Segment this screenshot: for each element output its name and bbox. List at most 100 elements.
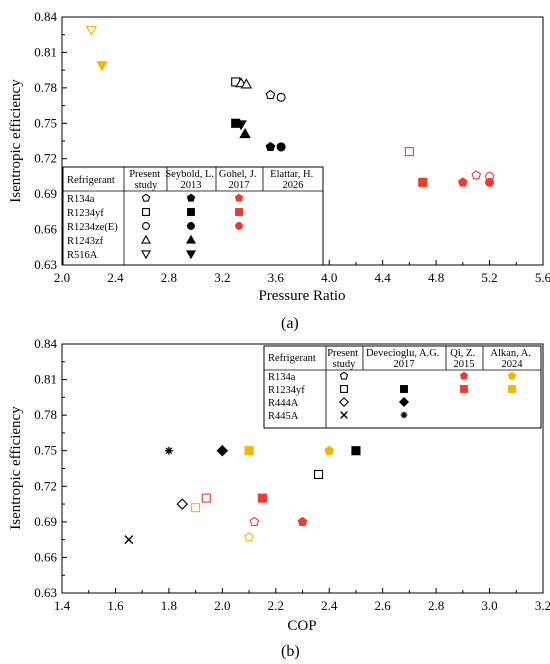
chart-a-point-circle [276, 142, 286, 152]
chart-b-legend-header-1-line-0: Present [327, 348, 358, 359]
chart-a-legend-marker-triangle-up [185, 234, 197, 244]
chart-a-ticks: 2.0 2.4 2.8 3.2 3.6 4.0 4.4 4.8 5.2 5.6 0.63 0.66 0.… [34, 9, 550, 285]
chart-b-legend-header-3-line-1: 2015 [454, 359, 475, 370]
chart-b-x-tick-label: 1.4 [54, 598, 71, 613]
chart-a-legend-marker-triangle-down [185, 250, 197, 260]
chart-a-y-tick-label: 0.63 [34, 257, 57, 272]
chart-b-x-tick-label: 2.6 [375, 598, 392, 613]
chart-b-x-tick-label: 1.6 [107, 598, 124, 613]
chart-b-points [124, 444, 361, 545]
chart-b-legend-header-3: Qi, Z. 2015 [450, 348, 477, 370]
chart-b-x-tick-label: 2.8 [428, 598, 444, 613]
chart-b-x-tick-label: 2.2 [268, 598, 284, 613]
chart-a-x-tick-label: 4.4 [375, 270, 392, 285]
chart-a-point-circle [276, 92, 286, 102]
chart-b-legend-header-4-line-1: 2024 [502, 359, 524, 370]
chart-b-legend-marker-pentagon [339, 371, 349, 380]
chart-a-legend-header-4-line-0: Elattar, H. [270, 169, 313, 180]
chart-b-legend-marker-asterisk [400, 411, 408, 419]
chart-b-legend-marker-diamond [398, 396, 410, 408]
chart-a-legend-header-4: Elattar, H. 2026 [270, 169, 316, 191]
chart-b-y-title: Isentropic efficiency [8, 406, 24, 530]
chart-a-x-tick-label: 2.8 [161, 270, 177, 285]
chart-a-legend-row-label: R516A [67, 250, 98, 261]
chart-b-y-tick-label: 0.72 [34, 478, 57, 493]
chart-a-y-tick-label: 0.72 [34, 151, 57, 166]
chart-b-legend-marker-square [460, 385, 468, 393]
chart-a-legend-marker-triangle-down [140, 250, 152, 260]
chart-a-point-pentagon [265, 141, 276, 152]
chart-b-legend: Refrigerant Present study Devecioglu, A.… [263, 345, 542, 429]
chart-b-legend-marker-diamond [338, 396, 350, 408]
chart-a-legend-row-label: R1234yf [67, 208, 104, 219]
chart-a-legend-header-1: Present study [129, 169, 163, 191]
chart-a-legend-header-2-line-0: Seybold, L. [165, 169, 214, 180]
chart-a-points [85, 25, 495, 257]
chart-a-point-circle [485, 177, 495, 187]
chart-b-y-tick-label: 0.84 [34, 336, 57, 351]
chart-a-legend-header-4-line-1: 2026 [283, 180, 304, 191]
chart-a-legend-header-2-line-1: 2013 [181, 180, 202, 191]
chart-a-y-tick-label: 0.66 [34, 222, 57, 237]
chart-b-point-pentagon [249, 516, 260, 526]
chart-b-point-square [351, 446, 361, 456]
chart-b-x-title: COP [287, 618, 316, 634]
chart-a-legend-marker-square [187, 208, 195, 216]
chart-b-point-square [201, 493, 211, 503]
chart-b-x-tick-label: 1.8 [161, 598, 177, 613]
chart-a-legend-markers [140, 193, 244, 260]
chart-b-legend-header-2-line-0: Devecioglu, A.G. [366, 348, 440, 359]
chart-a-x-tick-label: 3.6 [268, 270, 285, 285]
chart-a-x-tick-label: 4.0 [321, 270, 337, 285]
chart-b-legend-row-label: R1234yf [268, 385, 305, 396]
chart-a-legend-header-0: Refrigerant [67, 175, 115, 186]
chart-a-legend-row-label: R1243zf [67, 236, 104, 247]
chart-a-panel-label: (a) [281, 315, 299, 332]
chart-a-legend-row-label: R134a [67, 194, 95, 205]
chart-b-y-tick-label: 0.66 [34, 549, 57, 564]
chart-a-legend-marker-circle [142, 222, 150, 230]
chart-b-legend-marker-square [400, 385, 408, 393]
chart-b-legend-header-1: Present study [327, 348, 361, 370]
chart-a-point-triangle-down [235, 120, 247, 131]
chart-b: 1.4 1.6 1.8 2.0 2.2 2.4 2.6 2.8 3.0 3.2 0.63 0.66 0.… [8, 336, 550, 660]
chart-b-x-tick-label: 2.4 [321, 598, 338, 613]
chart-b-point-square [244, 446, 254, 456]
chart-a-legend-header-3-line-1: 2017 [229, 180, 250, 191]
chart-b-point-pentagon [324, 445, 335, 455]
chart-b-legend-header-1-line-1: study [333, 359, 357, 370]
chart-b-legend-header-3-line-0: Qi, Z. [450, 348, 475, 359]
chart-a-x-tick-label: 3.2 [214, 270, 230, 285]
chart-a-legend-header-1-line-1: study [135, 180, 159, 191]
chart-a-point-pentagon [265, 89, 276, 100]
chart-b-y-tick-label: 0.63 [34, 585, 57, 600]
chart-b-legend-header-0-line: Refrigerant [268, 353, 316, 364]
chart-b-x-tick-label: 2.0 [214, 598, 230, 613]
chart-b-legend-marker-pentagon [507, 371, 517, 380]
chart-a-legend-box [62, 166, 324, 266]
chart-b-panel-label: (b) [281, 643, 300, 660]
chart-a: 2.0 2.4 2.8 3.2 3.6 4.0 4.4 4.8 5.2 5.6 0.63 0.66 0.… [8, 9, 550, 332]
chart-b-point-square [257, 493, 267, 503]
chart-a-point-triangle-down [96, 61, 108, 72]
chart-b-x-tick-label: 3.2 [535, 598, 550, 613]
chart-b-legend-markers [338, 371, 517, 419]
chart-b-point-diamond [176, 498, 189, 510]
chart-b-point-pentagon [244, 532, 254, 542]
chart-b-y-tick-label: 0.78 [34, 407, 57, 422]
chart-a-y-tick-label: 0.84 [34, 9, 57, 24]
chart-b-point-square [313, 469, 324, 479]
chart-a-legend-marker-pentagon [186, 193, 196, 202]
chart-a-legend-row-label: R1234ze(E) [67, 222, 118, 233]
chart-b-legend-row-label: R445A [268, 411, 299, 422]
chart-b-legend-marker-x [340, 411, 348, 419]
chart-a-x-title: Pressure Ratio [258, 288, 345, 304]
chart-a-point-triangle-up [240, 78, 253, 89]
chart-a-point-pentagon [458, 177, 468, 187]
chart-a-y-tick-label: 0.78 [34, 80, 57, 95]
chart-a-y-tick-label: 0.75 [34, 115, 57, 130]
chart-a-x-tick-label: 2.0 [54, 270, 70, 285]
chart-a-y-tick-label: 0.69 [34, 186, 57, 201]
chart-b-legend-header-0: Refrigerant [268, 353, 316, 364]
chart-b-x-tick-label: 3.0 [481, 598, 497, 613]
